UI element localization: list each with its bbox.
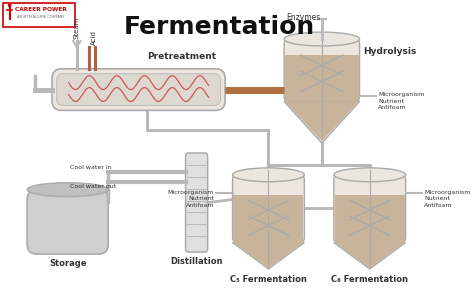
- Polygon shape: [285, 102, 359, 141]
- Text: C₅ Fermentation: C₅ Fermentation: [230, 275, 307, 284]
- FancyBboxPatch shape: [185, 153, 208, 252]
- Text: Steam: Steam: [73, 17, 79, 39]
- FancyBboxPatch shape: [52, 69, 225, 110]
- Text: CAREER POWER: CAREER POWER: [15, 7, 67, 12]
- Ellipse shape: [334, 168, 406, 182]
- Polygon shape: [233, 243, 303, 268]
- Text: Microorganism
Nutrient
Antifoam: Microorganism Nutrient Antifoam: [378, 92, 424, 111]
- Bar: [233, 195, 303, 243]
- FancyBboxPatch shape: [3, 3, 75, 27]
- Text: Enzymes: Enzymes: [286, 13, 320, 22]
- Text: Cool water out: Cool water out: [70, 184, 116, 189]
- Text: Storage: Storage: [49, 259, 86, 268]
- FancyBboxPatch shape: [284, 39, 360, 102]
- Text: Hydrolysis: Hydrolysis: [363, 47, 417, 56]
- Text: Distillation: Distillation: [170, 257, 223, 266]
- Ellipse shape: [284, 32, 360, 46]
- FancyBboxPatch shape: [27, 190, 108, 254]
- Text: Pretreatment: Pretreatment: [147, 52, 216, 61]
- Text: Microorganism
Nutrient
Antifoam: Microorganism Nutrient Antifoam: [424, 190, 470, 208]
- Polygon shape: [334, 243, 406, 269]
- Bar: [335, 195, 405, 243]
- Polygon shape: [233, 243, 304, 269]
- Text: Cool water in: Cool water in: [70, 165, 111, 170]
- Text: AN IBTM ALUMNI COMPANY: AN IBTM ALUMNI COMPANY: [17, 15, 65, 19]
- FancyBboxPatch shape: [56, 74, 220, 105]
- Polygon shape: [335, 243, 405, 268]
- Text: C₆ Fermentation: C₆ Fermentation: [331, 275, 408, 284]
- Text: Microorganism
Nutrient
Antifoam: Microorganism Nutrient Antifoam: [168, 190, 214, 208]
- Text: Acid: Acid: [91, 30, 97, 45]
- FancyBboxPatch shape: [233, 175, 304, 243]
- Polygon shape: [284, 102, 360, 143]
- Ellipse shape: [233, 168, 304, 182]
- FancyBboxPatch shape: [334, 175, 406, 243]
- Ellipse shape: [8, 3, 11, 7]
- Ellipse shape: [27, 183, 108, 197]
- Text: Fermentation: Fermentation: [124, 15, 315, 39]
- Bar: [285, 55, 359, 102]
